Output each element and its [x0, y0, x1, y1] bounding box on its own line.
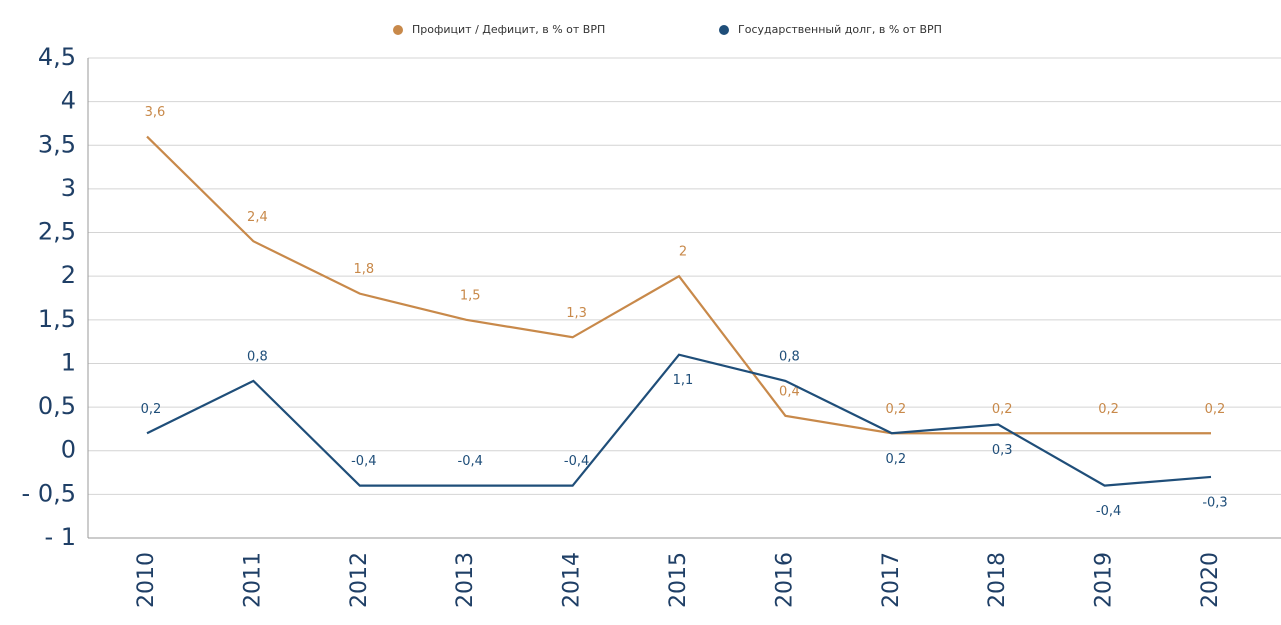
y-tick-label: - 0,5	[22, 479, 76, 507]
data-label: -0,3	[1202, 495, 1227, 510]
data-label: 0,2	[1205, 402, 1226, 417]
data-label: 0,8	[247, 349, 268, 364]
data-label: 0,2	[885, 452, 906, 467]
data-label: -0,4	[458, 454, 483, 469]
y-tick-label: 4	[61, 87, 76, 115]
x-tick-label: 2014	[560, 552, 585, 608]
data-label: 1,8	[353, 262, 374, 277]
data-label: 1,5	[460, 288, 481, 303]
x-tick-label: 2013	[453, 552, 478, 608]
x-tick-label: 2020	[1198, 552, 1223, 608]
x-tick-label: 2016	[772, 552, 797, 608]
data-label: 0,4	[779, 384, 800, 399]
data-label: 2,4	[247, 210, 268, 225]
data-label: 1,3	[566, 306, 587, 321]
line-series	[146, 353, 1212, 487]
y-tick-label: 0,5	[38, 392, 76, 420]
data-label: 1,1	[673, 373, 694, 388]
x-tick-label: 2015	[666, 552, 691, 608]
legend-label: Профицит / Дефицит, в % от ВРП	[412, 23, 605, 36]
legend-marker	[393, 25, 403, 35]
y-tick-label: 2,5	[38, 218, 76, 246]
x-tick-label: 2011	[240, 552, 265, 608]
legend-label: Государственный долг, в % от ВРП	[738, 23, 942, 36]
x-tick-label: 2012	[347, 552, 372, 608]
legend-marker	[719, 25, 729, 35]
data-label: -0,4	[351, 454, 376, 469]
y-tick-label: 1,5	[38, 305, 76, 333]
y-tick-label: 3	[61, 174, 76, 202]
data-label: 0,2	[885, 402, 906, 417]
data-label: 0,2	[141, 402, 162, 417]
x-tick-label: 2018	[985, 552, 1010, 608]
data-label: 0,2	[992, 402, 1013, 417]
data-label: -0,4	[564, 454, 589, 469]
y-tick-label: 0	[61, 436, 76, 464]
data-label: 3,6	[145, 105, 166, 120]
x-tick-label: 2010	[134, 552, 159, 608]
line-series	[146, 135, 1211, 435]
y-tick-label: 1	[61, 348, 76, 376]
x-tick-label: 2019	[1092, 552, 1117, 608]
y-tick-label: 2	[61, 261, 76, 289]
data-label: 2	[679, 245, 687, 260]
data-label: 0,3	[992, 443, 1013, 458]
data-label: 0,2	[1098, 402, 1119, 417]
x-tick-label: 2017	[879, 552, 904, 608]
data-label: 0,8	[779, 349, 800, 364]
y-tick-label: - 1	[44, 523, 76, 551]
y-tick-label: 3,5	[38, 130, 76, 158]
y-tick-label: 4,5	[38, 43, 76, 71]
data-label: -0,4	[1096, 504, 1121, 519]
